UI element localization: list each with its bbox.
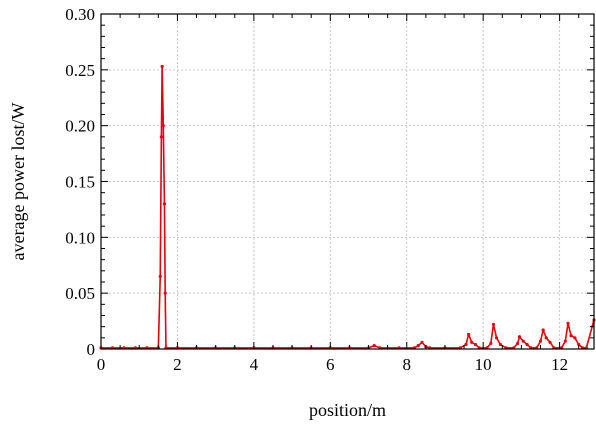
data-point: [544, 336, 548, 340]
data-point: [521, 339, 525, 343]
data-point: [470, 340, 474, 344]
y-axis-label: average power lost/W: [8, 103, 28, 261]
data-point: [467, 332, 471, 337]
data-point: [573, 336, 577, 340]
data-point: [517, 335, 522, 339]
x-axis-label: position/m: [309, 400, 386, 420]
grid-lines: [101, 14, 594, 349]
data-point: [158, 274, 162, 279]
y-tick-label: 0.10: [65, 228, 95, 247]
data-point: [525, 342, 529, 347]
data-point: [569, 334, 573, 338]
data-point: [161, 124, 165, 128]
data-point: [577, 342, 581, 347]
data-point: [473, 342, 478, 347]
data-point: [162, 202, 167, 206]
y-tick-label: 0: [87, 340, 96, 359]
x-tick-label: 0: [97, 355, 106, 374]
x-tick-label: 8: [402, 355, 411, 374]
data-point: [420, 340, 424, 344]
axis-ticks: [100, 13, 594, 350]
data-point: [515, 341, 520, 346]
x-tick-label: 10: [475, 355, 492, 374]
data-point: [464, 342, 468, 347]
tick-labels: 0 2 4 6 8 10 12 0 0.05 0.10 0.15 0.20 0.25 0.30: [65, 5, 568, 374]
data-point: [489, 341, 493, 346]
x-tick-label: 4: [250, 355, 259, 374]
data-point: [498, 342, 502, 347]
data-point: [494, 336, 499, 340]
y-tick-label: 0.30: [65, 5, 95, 24]
data-point: [372, 344, 376, 348]
data-point: [159, 135, 163, 139]
data-point: [563, 339, 567, 343]
series-line: [101, 65, 595, 349]
data-point: [416, 344, 420, 348]
data-point: [548, 340, 552, 344]
data-point: [163, 291, 167, 295]
data-point: [491, 322, 496, 327]
x-tick-label: 6: [326, 355, 335, 374]
data-point: [541, 328, 545, 332]
data-point: [160, 64, 164, 69]
data-point: [566, 321, 570, 325]
y-tick-label: 0.20: [65, 117, 95, 136]
y-tick-label: 0.05: [65, 284, 95, 303]
series-layer: [99, 64, 596, 350]
data-point: [538, 339, 543, 343]
y-tick-label: 0.25: [65, 61, 95, 80]
y-tick-label: 0.15: [65, 173, 95, 192]
x-tick-label: 12: [551, 355, 568, 374]
x-tick-label: 2: [173, 355, 182, 374]
